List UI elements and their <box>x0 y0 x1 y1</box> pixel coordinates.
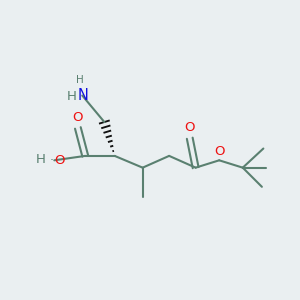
Text: O: O <box>214 145 225 158</box>
Text: H: H <box>67 91 76 103</box>
Text: N: N <box>77 88 88 103</box>
Text: O: O <box>73 111 83 124</box>
Text: O: O <box>184 122 195 134</box>
Text: O: O <box>54 154 64 167</box>
Text: ·: · <box>50 154 54 167</box>
Text: H: H <box>35 153 45 166</box>
Text: H: H <box>76 75 84 85</box>
